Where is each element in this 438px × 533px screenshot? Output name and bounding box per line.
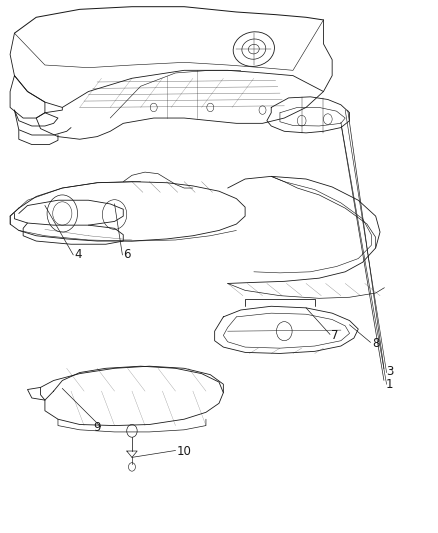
Text: 9: 9 [93, 421, 101, 434]
Text: 3: 3 [386, 365, 393, 378]
Text: 7: 7 [331, 329, 339, 342]
Text: 8: 8 [372, 337, 379, 350]
Text: 6: 6 [123, 248, 131, 261]
Text: 1: 1 [386, 378, 393, 391]
Text: 4: 4 [74, 248, 82, 261]
Text: 10: 10 [177, 445, 192, 457]
